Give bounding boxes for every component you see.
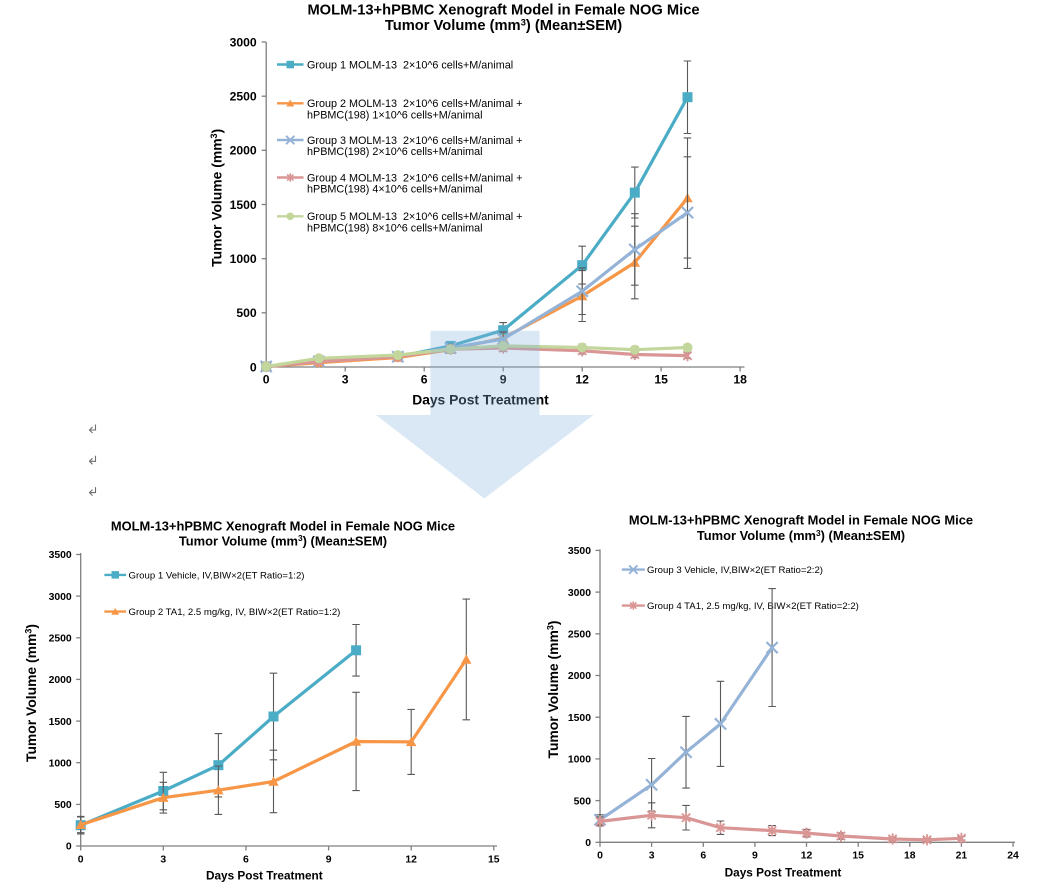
svg-text:Tumor Volume (mm3): Tumor Volume (mm3) — [23, 624, 39, 762]
svg-text:15: 15 — [654, 373, 668, 387]
svg-text:Tumor Volume (mm3) (Mean±SEM): Tumor Volume (mm3) (Mean±SEM) — [385, 17, 622, 34]
svg-text:3000: 3000 — [49, 592, 72, 603]
svg-text:0: 0 — [66, 842, 72, 853]
svg-text:Group 2 MOLM-13 2×10^6 cells+: Group 2 MOLM-13 2×10^6 cells+M/animal + — [307, 98, 522, 110]
svg-text:3500: 3500 — [568, 546, 591, 557]
svg-text:1000: 1000 — [49, 758, 72, 769]
svg-text:2000: 2000 — [230, 144, 257, 158]
svg-text:2500: 2500 — [568, 630, 591, 641]
svg-text:18: 18 — [733, 373, 747, 387]
svg-text:Group 2 TA1, 2.5 mg/kg, IV, BI: Group 2 TA1, 2.5 mg/kg, IV, BIW×2(ET Rat… — [129, 607, 341, 618]
svg-text:MOLM-13+hPBMC Xenograft Model: MOLM-13+hPBMC Xenograft Model in Female … — [307, 2, 699, 18]
svg-text:21: 21 — [956, 850, 968, 861]
svg-text:12: 12 — [405, 854, 417, 865]
svg-text:Group 3 Vehicle, IV,BIW×2(ET R: Group 3 Vehicle, IV,BIW×2(ET Ratio=2:2) — [647, 565, 823, 576]
svg-text:9: 9 — [326, 854, 332, 865]
svg-text:2500: 2500 — [230, 90, 257, 104]
svg-text:6: 6 — [700, 850, 706, 861]
svg-text:12: 12 — [575, 373, 589, 387]
svg-text:hPBMC(198) 4×10^6 cells+M/anim: hPBMC(198) 4×10^6 cells+M/animal — [307, 184, 483, 196]
svg-text:Tumor Volume (mm3) (Mean±SEM): Tumor Volume (mm3) (Mean±SEM) — [697, 528, 905, 543]
svg-text:9: 9 — [752, 850, 758, 861]
svg-text:Tumor Volume (mm3) (Mean±SEM): Tumor Volume (mm3) (Mean±SEM) — [179, 533, 387, 548]
svg-text:500: 500 — [236, 306, 257, 320]
svg-text:1500: 1500 — [230, 198, 257, 212]
svg-text:500: 500 — [54, 800, 72, 811]
svg-text:hPBMC(198) 1×10^6 cells+M/anim: hPBMC(198) 1×10^6 cells+M/animal — [307, 109, 483, 121]
svg-text:9: 9 — [500, 373, 507, 387]
svg-text:6: 6 — [243, 854, 249, 865]
svg-text:0: 0 — [250, 360, 257, 374]
svg-text:3: 3 — [342, 373, 349, 387]
svg-text:0: 0 — [78, 854, 84, 865]
svg-text:Days Post Treatment: Days Post Treatment — [206, 869, 323, 883]
svg-text:3000: 3000 — [568, 588, 591, 599]
svg-text:1500: 1500 — [568, 713, 591, 724]
svg-text:Tumor Volume (mm3): Tumor Volume (mm3) — [545, 620, 561, 758]
svg-text:0: 0 — [597, 850, 603, 861]
svg-text:Tumor Volume (mm3): Tumor Volume (mm3) — [209, 129, 225, 267]
svg-text:Days Post Treatment: Days Post Treatment — [725, 866, 842, 880]
svg-text:500: 500 — [574, 796, 592, 807]
svg-text:3000: 3000 — [230, 35, 257, 49]
svg-text:Group 5 MOLM-13 2×10^6 cells+: Group 5 MOLM-13 2×10^6 cells+M/animal + — [307, 211, 522, 223]
svg-text:Group 4 MOLM-13 2×10^6 cells+: Group 4 MOLM-13 2×10^6 cells+M/animal + — [307, 172, 522, 184]
svg-text:6: 6 — [421, 373, 428, 387]
svg-text:15: 15 — [852, 850, 864, 861]
svg-text:1000: 1000 — [230, 252, 257, 266]
svg-text:2000: 2000 — [568, 671, 591, 682]
svg-text:3: 3 — [160, 854, 166, 865]
svg-text:MOLM-13+hPBMC Xenograft Model: MOLM-13+hPBMC Xenograft Model in Female … — [629, 512, 973, 527]
svg-text:3: 3 — [649, 850, 655, 861]
svg-text:12: 12 — [801, 850, 813, 861]
svg-text:24: 24 — [1007, 850, 1019, 861]
svg-text:hPBMC(198) 2×10^6 cells+M/anim: hPBMC(198) 2×10^6 cells+M/animal — [307, 146, 483, 158]
svg-text:1500: 1500 — [49, 717, 72, 728]
svg-text:Group 1 MOLM-13 2×10^6 cells+: Group 1 MOLM-13 2×10^6 cells+M/animal — [307, 59, 513, 71]
svg-text:15: 15 — [488, 854, 500, 865]
svg-text:0: 0 — [263, 373, 270, 387]
svg-text:Group 4 TA1, 2.5 mg/kg, IV, BI: Group 4 TA1, 2.5 mg/kg, IV, BIW×2(ET Rat… — [647, 601, 859, 612]
svg-text:1000: 1000 — [568, 755, 591, 766]
svg-text:Group 1 Vehicle, IV,BIW×2(ET R: Group 1 Vehicle, IV,BIW×2(ET Ratio=1:2) — [129, 570, 305, 581]
svg-text:3500: 3500 — [49, 550, 72, 561]
svg-text:Group 3 MOLM-13 2×10^6 cells+: Group 3 MOLM-13 2×10^6 cells+M/animal + — [307, 135, 522, 147]
svg-text:2500: 2500 — [49, 634, 72, 645]
svg-text:MOLM-13+hPBMC Xenograft Model: MOLM-13+hPBMC Xenograft Model in Female … — [111, 518, 455, 533]
svg-text:2000: 2000 — [49, 675, 72, 686]
svg-text:hPBMC(198) 8×10^6 cells+M/anim: hPBMC(198) 8×10^6 cells+M/animal — [307, 222, 483, 234]
svg-text:0: 0 — [585, 838, 591, 849]
svg-text:Days Post Treatment: Days Post Treatment — [412, 392, 549, 407]
svg-text:18: 18 — [904, 850, 916, 861]
